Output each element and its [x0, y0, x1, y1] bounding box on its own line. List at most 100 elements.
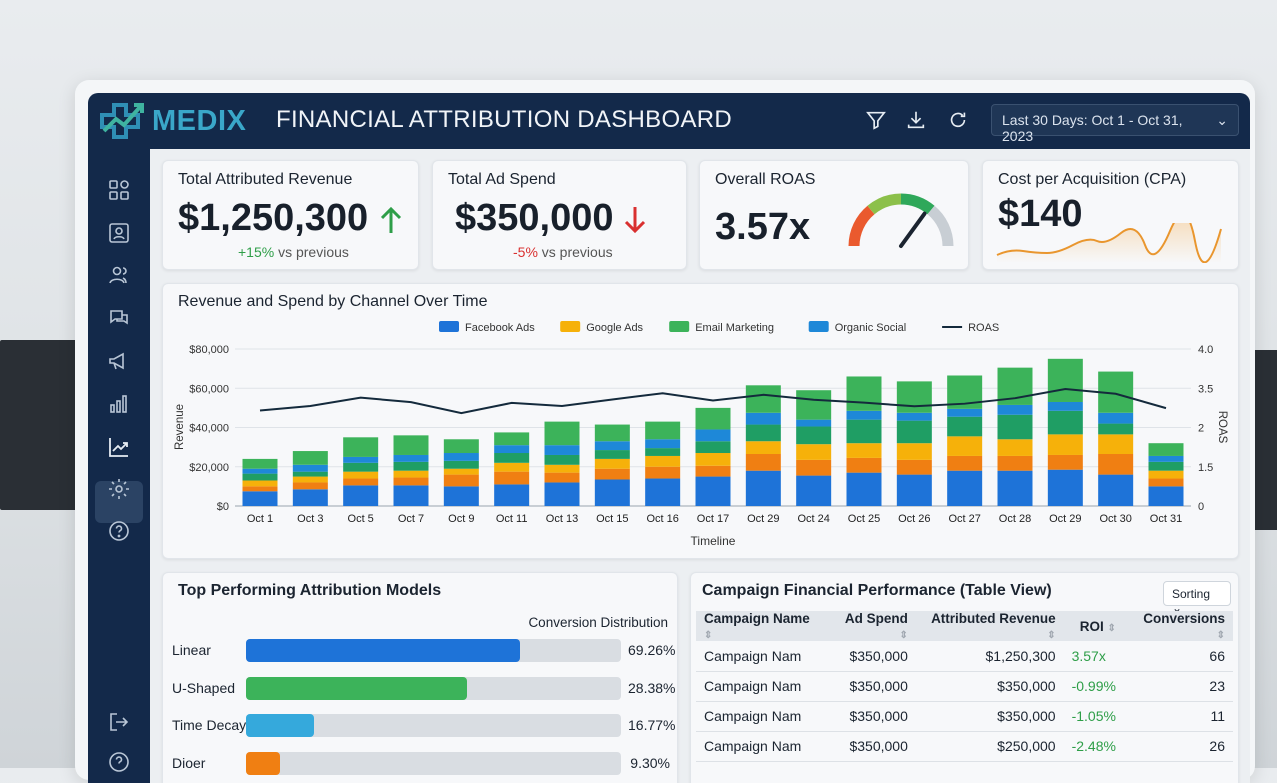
legend-label: Google Ads: [586, 322, 643, 334]
x-tick-label: Oct 24: [797, 513, 829, 525]
bar-segment: [896, 420, 932, 444]
table-row[interactable]: Campaign Nam $350,000 $350,000 -0.99% 23: [696, 671, 1233, 702]
table-cell: $350,000: [826, 731, 916, 762]
bar-segment: [846, 410, 882, 420]
model-row: Linear 69.26%: [172, 639, 675, 663]
date-range-select[interactable]: Last 30 Days: Oct 1 - Oct 31, 2023 ⌄: [991, 104, 1239, 144]
model-row: U-Shaped 28.38%: [172, 676, 676, 701]
y-tick-label: $0: [217, 501, 229, 513]
bar-segment: [292, 464, 328, 472]
table-cell: Campaign Nam: [696, 731, 826, 762]
bar-segment: [1098, 453, 1134, 475]
bar-segment: [494, 453, 530, 463]
chat-icon[interactable]: [107, 306, 131, 330]
bar-segment: [1047, 401, 1083, 411]
bar-segment: [594, 468, 630, 480]
bar-segment: [796, 426, 832, 445]
logout-icon[interactable]: [107, 710, 131, 734]
kpi-value: 3.57x: [715, 206, 811, 248]
bar-segment: [594, 450, 630, 459]
bar-segment: [292, 451, 328, 465]
bar-segment: [544, 454, 580, 465]
column-header[interactable]: Attributed Revenue ⇕: [915, 611, 1064, 641]
bar-segment: [594, 479, 630, 506]
bar-segment: [393, 461, 429, 471]
x-tick-label: Oct 26: [898, 513, 930, 525]
table-cell: $350,000: [915, 671, 1064, 702]
help-icon[interactable]: [107, 750, 131, 774]
logo: MEDIX: [100, 101, 246, 141]
chevron-down-icon: ⌄: [1216, 112, 1228, 128]
bar-segment: [594, 424, 630, 442]
table-cell: -0.99%: [1063, 671, 1124, 702]
table-row[interactable]: Campaign Nam $350,000 $350,000 -1.05% 11: [696, 701, 1233, 732]
kpi-value: $140: [998, 193, 1083, 235]
help-icon[interactable]: [107, 519, 131, 543]
table-header-row: Campaign Name ⇕ Ad Spend ⇕ Attributed Reve…: [696, 611, 1233, 641]
trend-icon[interactable]: [107, 435, 131, 459]
y2-tick-label: 2: [1198, 423, 1204, 435]
column-header[interactable]: Campaign Name ⇕: [696, 611, 826, 641]
x-tick-label: Oct 7: [398, 513, 424, 525]
y2-tick-label: 0: [1198, 501, 1204, 513]
bar-segment: [393, 454, 429, 462]
gauge-segment-green: [900, 193, 935, 215]
download-icon[interactable]: [905, 109, 927, 131]
profile-icon[interactable]: [107, 221, 131, 245]
refresh-icon[interactable]: [947, 109, 969, 131]
x-tick-label: Oct 15: [596, 513, 628, 525]
sorting-dropdown[interactable]: Sorting ⌄: [1163, 581, 1231, 615]
bar-segment: [393, 435, 429, 455]
bar-segment: [242, 480, 278, 487]
kpi-label: Cost per Acquisition (CPA): [998, 171, 1187, 188]
x-tick-label: Oct 29: [747, 513, 779, 525]
model-value: 28.38%: [628, 679, 676, 696]
bar-segment: [1098, 434, 1134, 454]
bar-segment: [997, 455, 1033, 471]
model-label: U-Shaped: [172, 679, 236, 696]
cpa-sparkline: [996, 223, 1222, 263]
page-title: FINANCIAL ATTRIBUTION DASHBOARD: [276, 106, 733, 133]
sort-icon: ⇕: [704, 630, 713, 641]
column-header[interactable]: Ad Spend ⇕: [826, 611, 916, 641]
bar-chart-icon[interactable]: [107, 392, 131, 416]
table-cell: $1,250,300: [915, 641, 1064, 672]
column-header[interactable]: ROI ⇕: [1063, 611, 1124, 641]
dashboard-icon[interactable]: [107, 178, 131, 202]
stacked-bar-chart: $0 0 $20,000 1.5 $40,000 2 $60,000 3.5 $80,000 4.…: [174, 321, 1228, 548]
conversion-distribution-label: Conversion Distribution: [528, 615, 668, 630]
bar-segment: [645, 478, 681, 506]
megaphone-icon[interactable]: [107, 349, 131, 373]
table-cell: $250,000: [915, 731, 1064, 762]
arrow-up-icon: [380, 206, 402, 233]
bar-segment: [1098, 412, 1134, 424]
table-row[interactable]: Campaign Nam $350,000 $1,250,300 3.57x 66: [696, 641, 1233, 672]
bar-segment: [544, 472, 580, 483]
column-header[interactable]: Conversions ⇕: [1123, 611, 1233, 641]
bar-segment: [343, 462, 379, 472]
bar-segment: [796, 419, 832, 427]
users-icon[interactable]: [107, 263, 131, 287]
bar-segment: [393, 477, 429, 486]
sort-icon: ⇕: [1216, 630, 1225, 641]
bar-segment: [896, 412, 932, 421]
kpi-label: Total Ad Spend: [448, 171, 556, 188]
table-cell: -2.48%: [1063, 731, 1124, 762]
y2-tick-label: 3.5: [1198, 383, 1213, 395]
filter-icon[interactable]: [865, 109, 887, 131]
table-cell: Campaign Nam: [696, 671, 826, 702]
bar-segment: [645, 448, 681, 456]
table-cell: $350,000: [915, 701, 1064, 732]
bar-segment: [1148, 478, 1184, 487]
bar-segment: [745, 453, 781, 471]
bar-segment: [292, 476, 328, 483]
medical-cross-logo-icon: [100, 103, 144, 139]
model-value: 16.77%: [628, 717, 676, 733]
bar-segment: [846, 457, 882, 473]
bar-segment: [1047, 469, 1083, 506]
bar-segment: [1047, 434, 1083, 455]
table-row[interactable]: Campaign Nam $350,000 $250,000 -2.48% 26: [696, 731, 1233, 762]
table-cell: 26: [1123, 731, 1233, 762]
gear-icon[interactable]: [107, 477, 131, 501]
legend-label: Email Marketing: [695, 322, 774, 334]
